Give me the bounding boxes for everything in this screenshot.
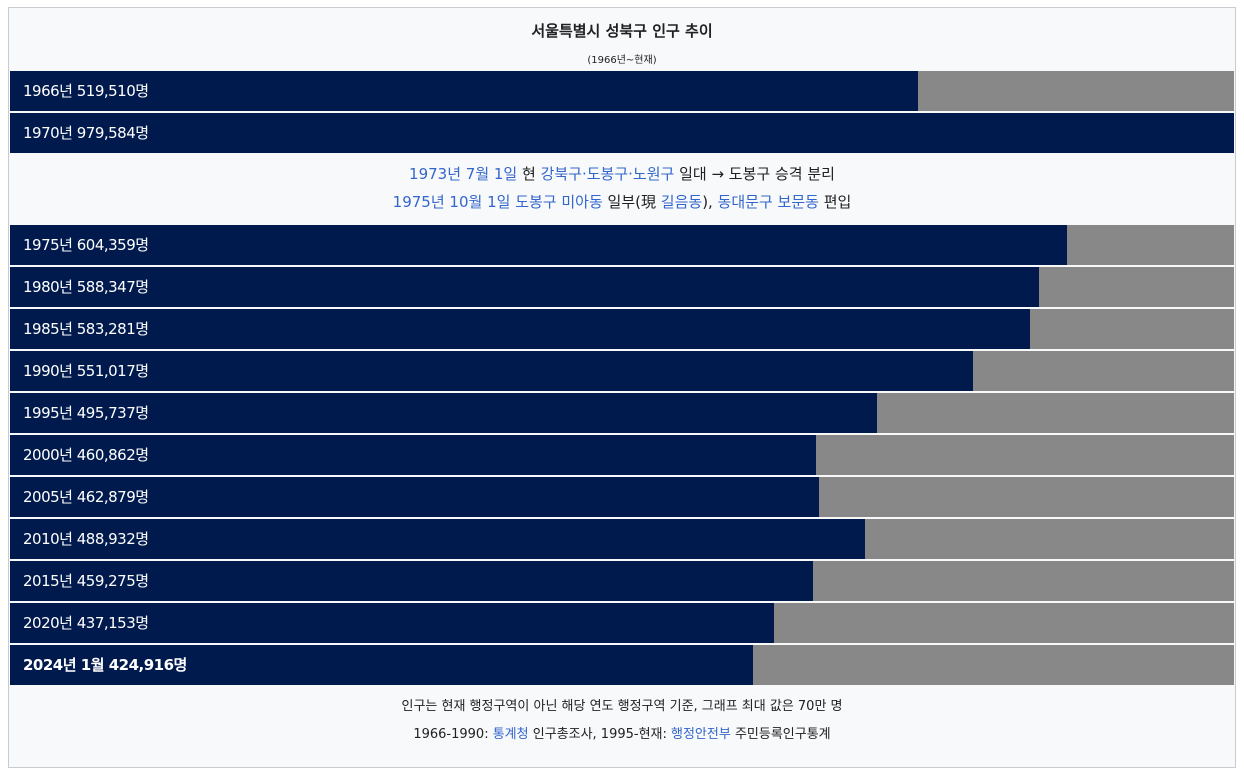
row-label: 2024년 1월 424,916명 [23, 656, 187, 674]
text: 1966-1990: [413, 727, 493, 742]
row-label: 1985년 583,281명 [23, 320, 149, 338]
text: 인구총조사, 1995-현재: [528, 727, 672, 742]
row-label: 1995년 495,737명 [23, 404, 149, 422]
bar [10, 435, 816, 475]
row-label: 1990년 551,017명 [23, 362, 149, 380]
bar [10, 645, 753, 685]
bar [10, 71, 919, 111]
row-label: 1980년 588,347명 [23, 278, 149, 296]
text-line: 인구는 현재 행정구역이 아닌 해당 연도 행정구역 기준, 그래프 최대 값은… [9, 693, 1235, 721]
row: 1970년 979,584명 [10, 113, 1234, 153]
link[interactable]: 1975년 10월 1일 [392, 193, 511, 211]
bar [10, 477, 820, 517]
text: 편입 [818, 193, 852, 211]
link[interactable]: 강북구·도봉구·노원구 [540, 165, 675, 183]
text: 일대 → 도봉구 승격 분리 [674, 165, 835, 183]
link[interactable]: 행정안전부 [671, 727, 731, 742]
text: 일부(現 [602, 193, 661, 211]
row-label: 2010년 488,932명 [23, 530, 149, 548]
bar [10, 113, 1234, 153]
text-line: 1975년 10월 1일 도봉구 미아동 일부(現 길음동), 동대문구 보문동… [9, 188, 1235, 216]
title: 서울특별시 성북구 인구 추이 [531, 22, 713, 40]
row-label: 1975년 604,359명 [23, 236, 149, 254]
footer: 인구는 현재 행정구역이 아닌 해당 연도 행정구역 기준, 그래프 최대 값은… [9, 685, 1235, 749]
link[interactable]: 통계청 [492, 727, 529, 742]
row-label: 2020년 437,153명 [23, 614, 149, 632]
row: 1985년 583,281명 [10, 309, 1234, 349]
text-line: 1966-1990: 통계청 인구총조사, 1995-현재: 행정안전부 주민등… [9, 721, 1235, 749]
row: 2010년 488,932명 [10, 519, 1234, 559]
bar [10, 225, 1067, 265]
row: 1990년 551,017명 [10, 351, 1234, 391]
rows: 1966년 519,510명 1970년 979,584명 1973년 7월 1일 … [9, 71, 1235, 685]
population-box: 서울특별시 성북구 인구 추이 (1966년~현재) 1966년 519,510… [8, 7, 1236, 768]
row-label: 1970년 979,584명 [23, 124, 149, 142]
row: 1980년 588,347명 [10, 267, 1234, 307]
bar [10, 267, 1039, 307]
bar [10, 393, 877, 433]
text: 현 [517, 165, 541, 183]
link[interactable]: 길음동 [660, 193, 703, 211]
row: 2024년 1월 424,916명 [10, 645, 1234, 685]
bar [10, 351, 974, 391]
text: 주민등록인구통계 [730, 727, 831, 742]
subtitle: (1966년~현재) [587, 55, 657, 66]
text: ), [702, 193, 718, 211]
row: 1995년 495,737명 [10, 393, 1234, 433]
row: 2000년 460,862명 [10, 435, 1234, 475]
bar [10, 309, 1030, 349]
bar [10, 561, 814, 601]
row-label: 2000년 460,862명 [23, 446, 149, 464]
row: 2005년 462,879명 [10, 477, 1234, 517]
link[interactable]: 동대문구 보문동 [717, 193, 819, 211]
row: 2020년 437,153명 [10, 603, 1234, 643]
row-label: 1966년 519,510명 [23, 82, 149, 100]
row-label: 2015년 459,275명 [23, 572, 149, 590]
row: 1966년 519,510명 [10, 71, 1234, 111]
bar [10, 519, 865, 559]
row: 1975년 604,359명 [10, 225, 1234, 265]
link[interactable]: 1973년 7월 1일 [409, 165, 518, 183]
bar [10, 603, 775, 643]
row-label: 2005년 462,879명 [23, 488, 149, 506]
text-line: 1973년 7월 1일 현 강북구·도봉구·노원구 일대 → 도봉구 승격 분리 [9, 160, 1235, 188]
link[interactable]: 도봉구 미아동 [515, 193, 603, 211]
note: 1973년 7월 1일 현 강북구·도봉구·노원구 일대 → 도봉구 승격 분리… [9, 153, 1235, 223]
row: 2015년 459,275명 [10, 561, 1234, 601]
text: 인구는 현재 행정구역이 아닌 해당 연도 행정구역 기준, 그래프 최대 값은… [401, 699, 843, 714]
